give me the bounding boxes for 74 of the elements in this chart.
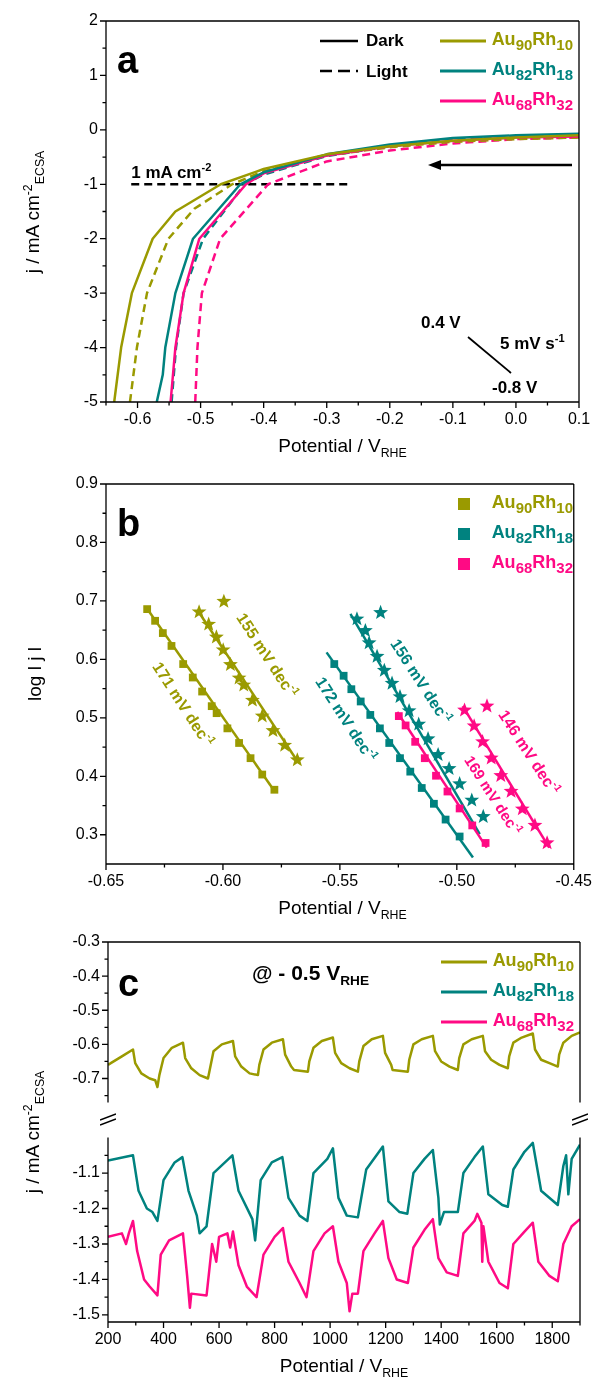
- annotation: 0.4 V: [421, 313, 461, 332]
- y-axis-title: log l j l: [23, 647, 45, 701]
- annotation: Dark: [366, 31, 404, 50]
- x-tick-label: 1800: [534, 1330, 571, 1348]
- x-tick-label: -0.3: [312, 410, 341, 428]
- y-tick-label: 0.4: [75, 766, 99, 784]
- y-tick-label: 1: [89, 65, 99, 83]
- x-tick-label: -0.60: [204, 872, 242, 890]
- x-tick-label: -0.4: [249, 410, 278, 428]
- x-tick-label: -0.45: [555, 872, 593, 890]
- y-tick-label: 0.5: [75, 708, 99, 726]
- x-tick-label: 600: [205, 1330, 233, 1348]
- y-tick-label: -0.6: [72, 1034, 101, 1052]
- annotation: -0.8 V: [492, 378, 538, 397]
- legend-label: Au$_{82}$Rh$_{18}$: [491, 59, 573, 83]
- x-tick-label: 200: [94, 1330, 122, 1348]
- x-tick-label: -0.55: [321, 872, 359, 890]
- x-axis-title: Potential / V$_{RHE}$: [278, 897, 407, 922]
- x-tick-label: 1600: [478, 1330, 515, 1348]
- y-tick-label: -1.1: [72, 1163, 101, 1181]
- y-tick-label: -1.3: [72, 1234, 101, 1252]
- legend-label: Au$_{90}$Rh$_{10}$: [491, 29, 573, 53]
- y-tick-label: 2: [89, 11, 99, 29]
- annotation: @ - 0.5 V$_{RHE}$: [252, 961, 369, 989]
- y-tick-label: -0.3: [72, 932, 101, 950]
- x-tick-label: -0.2: [376, 410, 404, 428]
- annotation: 5 mV s$^{-1}$: [500, 332, 565, 353]
- annotation: b: [117, 502, 141, 544]
- y-tick-label: -5: [83, 392, 99, 410]
- annotation: 156 mV dec-1: [387, 635, 457, 723]
- y-tick-label: 0.6: [75, 649, 99, 667]
- y-tick-label: -1: [83, 174, 99, 192]
- legend-label: Au$_{82}$Rh$_{18}$: [492, 980, 574, 1004]
- x-tick-label: 1000: [312, 1330, 349, 1348]
- x-tick-label: -0.65: [87, 872, 125, 890]
- legend-label: Au$_{68}$Rh$_{32}$: [492, 1010, 574, 1034]
- y-tick-label: 0.7: [75, 591, 99, 609]
- legend-label: Au$_{90}$Rh$_{10}$: [492, 950, 574, 974]
- annotation: 172 mV dec-1: [312, 673, 382, 761]
- x-tick-label: -0.1: [439, 410, 467, 428]
- x-tick-label: 0.1: [567, 410, 591, 428]
- y-tick-label: 0.3: [75, 825, 99, 843]
- x-axis-title: Potential / V$_{RHE}$: [279, 1355, 409, 1380]
- y-tick-label: -0.5: [72, 1000, 101, 1018]
- legend-label: Au$_{90}$Rh$_{10}$: [491, 492, 573, 516]
- y-tick-label: 0: [89, 120, 99, 138]
- legend-label: Au$_{82}$Rh$_{18}$: [491, 522, 573, 546]
- annotation: a: [117, 39, 139, 81]
- annotation: 171 mV dec-1: [149, 658, 219, 746]
- annotation: Light: [366, 62, 408, 81]
- x-tick-label: 1200: [367, 1330, 404, 1348]
- y-tick-label: 0.8: [75, 532, 99, 550]
- y-tick-label: -2: [83, 229, 99, 247]
- legend-label: Au$_{68}$Rh$_{32}$: [491, 552, 573, 576]
- y-tick-label: -3: [83, 283, 99, 301]
- x-tick-label: -0.5: [186, 410, 215, 428]
- y-tick-label: -0.7: [72, 1068, 101, 1086]
- y-tick-label: 0.9: [75, 474, 99, 492]
- legend-label: Au$_{68}$Rh$_{32}$: [491, 89, 573, 113]
- x-tick-label: 1400: [423, 1330, 460, 1348]
- x-tick-label: 0.0: [504, 410, 528, 428]
- annotation: c: [118, 962, 140, 1004]
- y-tick-label: -1.2: [72, 1198, 101, 1216]
- y-tick-label: -4: [83, 337, 99, 355]
- x-tick-label: 800: [261, 1330, 289, 1348]
- y-tick-label: -1.5: [72, 1305, 101, 1323]
- annotation: 155 mV dec-1: [233, 609, 303, 697]
- y-tick-label: -0.4: [72, 966, 101, 984]
- x-axis-title: Potential / V$_{RHE}$: [278, 435, 407, 460]
- y-tick-label: -1.4: [72, 1269, 101, 1287]
- x-tick-label: -0.50: [438, 872, 476, 890]
- x-tick-label: 400: [150, 1330, 177, 1348]
- x-tick-label: -0.6: [123, 410, 152, 428]
- annotation: 1 mA cm$^{-2}$: [131, 161, 212, 182]
